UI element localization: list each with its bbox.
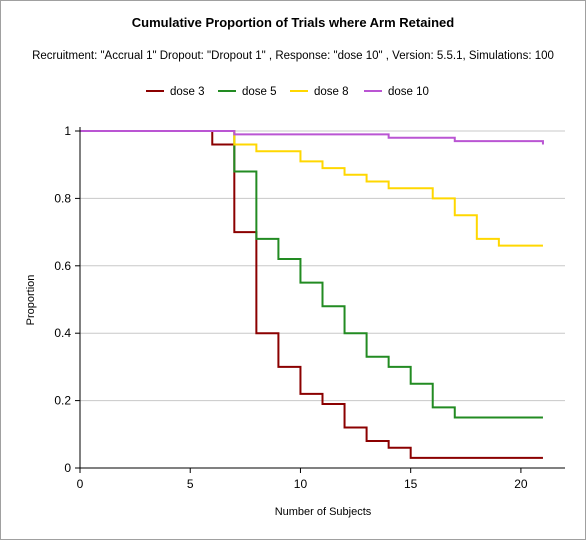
y-axis-title: Proportion: [25, 275, 37, 326]
y-tick-label: 0: [64, 461, 71, 475]
legend-label-dose-10: dose 10: [388, 86, 429, 98]
chart-subtitle: Recruitment: "Accrual 1" Dropout: "Dropo…: [32, 50, 554, 62]
y-tick-label: 0.8: [54, 191, 71, 205]
x-tick-label: 5: [187, 477, 194, 491]
x-axis-title: Number of Subjects: [275, 506, 372, 518]
series-line-dose-8: [80, 130, 543, 247]
y-tick-label: 0.4: [54, 326, 71, 340]
legend: dose 3 dose 5 dose 8 dose 10: [146, 86, 429, 98]
gridlines: [80, 130, 565, 402]
x-tick-label: 15: [404, 477, 418, 491]
legend-label-dose-3: dose 3: [170, 86, 205, 98]
x-tick-label: 10: [294, 477, 308, 491]
axes: 00.20.40.60.810 5 10 15 20: [54, 124, 565, 491]
x-tick-label: 20: [514, 477, 528, 491]
x-tick-label: 0: [77, 477, 84, 491]
legend-label-dose-5: dose 5: [242, 86, 277, 98]
chart-title: Cumulative Proportion of Trials where Ar…: [131, 15, 455, 30]
legend-label-dose-8: dose 8: [314, 86, 349, 98]
y-tick-label: 1: [64, 124, 71, 138]
y-tick-label: 0.6: [54, 259, 71, 273]
series-line-dose-5: [80, 130, 543, 419]
series-line-dose-3: [80, 130, 543, 459]
series-line-dose-10: [80, 130, 544, 145]
y-tick-label: 0.2: [54, 394, 71, 408]
series-layer: [80, 130, 544, 459]
